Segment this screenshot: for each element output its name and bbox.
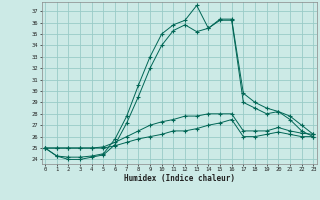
X-axis label: Humidex (Indice chaleur): Humidex (Indice chaleur): [124, 174, 235, 183]
